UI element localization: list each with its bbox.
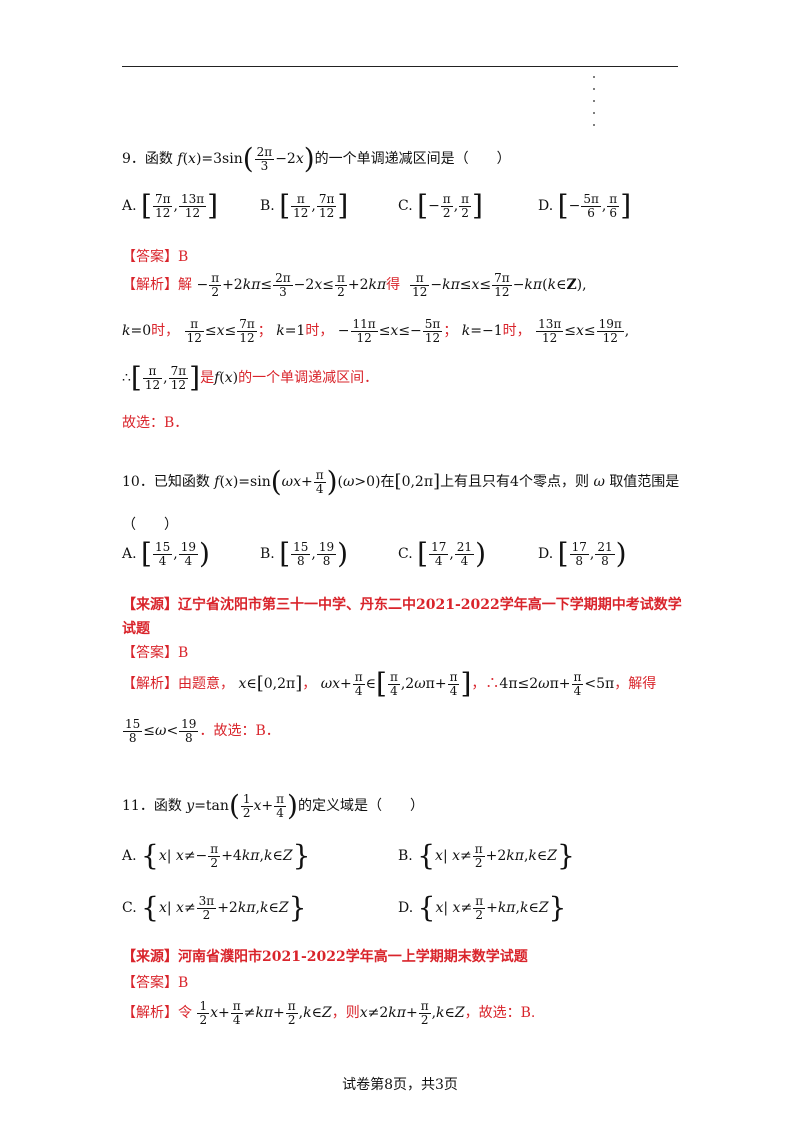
- q10-option-c: C. [17 4, 21 4): [398, 537, 487, 570]
- margin-dot: [593, 112, 595, 114]
- q10-stem: 10．已知函数 f(x)=sin(ωx+ π 4)(ω>0)在[0,2π]上有且只有…: [122, 465, 680, 498]
- q10-option-b: B. [15 8, 19 8): [260, 537, 349, 570]
- q10-analysis-line1: 【解析】由题意， x∈[0,2π]， ωx+ π 4 ∈[π 4,2ωπ+ π 4]，∴4π…: [122, 667, 657, 700]
- margin-dot: [593, 124, 595, 126]
- q10-source-cont: 试题: [122, 621, 150, 637]
- q11-option-c: C. {x| x≠ 3π 2 +2kπ,k∈Z}: [122, 891, 307, 924]
- q11-analysis: 【解析】令 1 2 x+ π 4 ≠kπ+ π 2 ,k∈Z，则x≠2kπ+ π 2 ,k∈Z，故选：…: [122, 999, 536, 1027]
- q9-option-c: C. [− π 2, π 2]: [398, 189, 483, 222]
- q9-answer: 【答案】B: [122, 249, 189, 265]
- q9-option-d: D. [− 5π 6, π 6]: [538, 189, 632, 222]
- q10-option-d: D. [17 8, 21 8): [538, 537, 627, 570]
- q9-analysis-line1: 【解析】解 − π 2 +2kπ≤ 2π 3 −2x≤ π 2 +2kπ得 π 12 −kπ≤x≤ 7π…: [122, 271, 587, 299]
- q10-option-a: A. [15 4, 19 4): [122, 537, 210, 570]
- header-rule: [122, 66, 678, 67]
- q10-analysis-line2: 15 8 ≤ω< 19 8 ．故选：B．: [123, 717, 280, 745]
- q11-answer: 【答案】B: [122, 975, 189, 991]
- q10-answer: 【答案】B: [122, 645, 189, 661]
- q11-option-b: B. {x| x≠ π 2 +2kπ,k∈Z}: [398, 839, 575, 872]
- q11-option-a: A. {x| x≠− π 2 +4kπ,k∈Z}: [122, 839, 311, 872]
- q10-answer-paren: （ ）: [122, 517, 178, 533]
- q9-option-b: B. [π 12, 7π 12]: [260, 189, 349, 222]
- q11-option-d: D. {x| x≠ π 2 +kπ,k∈Z}: [398, 891, 567, 924]
- q9-analysis-line3: ∴[π 12, 7π 12]是f(x)的一个单调递减区间．: [122, 361, 379, 394]
- margin-dot: [593, 88, 595, 90]
- q11-source: 【来源】河南省濮阳市2021-2022学年高一上学期期末数学试题: [122, 949, 528, 965]
- q9-option-a: A. [7π 12, 13π 12]: [122, 189, 219, 222]
- q10-source: 【来源】辽宁省沈阳市第三十一中学、丹东二中2021-2022学年高一下学期期中考…: [122, 597, 682, 613]
- margin-dot: [593, 100, 595, 102]
- q9-conclusion: 故选：B．: [122, 415, 189, 431]
- page-footer: 试卷第8页，共3页: [342, 1077, 458, 1093]
- q11-stem: 11．函数 y=tan(1 2 x+ π 4)的定义域是（ ）: [122, 789, 424, 822]
- q9-stem: 9．函数 f(x)=3sin(2π 3 −2x)的一个单调递减区间是（ ）: [122, 142, 511, 175]
- margin-dot: [593, 76, 595, 78]
- q9-analysis-line2: k=0时， π 12 ≤x≤ 7π 12； k=1时， −11π 12 ≤x≤− 5π 12； …: [122, 317, 630, 345]
